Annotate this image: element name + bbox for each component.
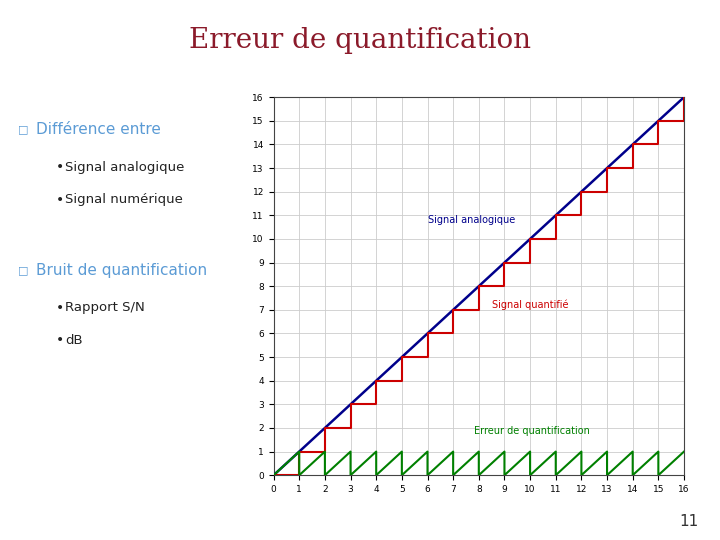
Text: •: •: [56, 301, 64, 315]
Text: Signal analogique: Signal analogique: [428, 215, 515, 225]
Text: dB: dB: [65, 334, 82, 347]
Text: Rapport S/N: Rapport S/N: [65, 301, 145, 314]
Text: Bruit de quantification: Bruit de quantification: [36, 262, 207, 278]
Text: Erreur de quantification: Erreur de quantification: [474, 427, 590, 436]
Text: Différence entre: Différence entre: [36, 122, 161, 137]
Text: Signal numérique: Signal numérique: [65, 193, 183, 206]
Text: 11: 11: [679, 514, 698, 529]
Text: □: □: [18, 265, 29, 275]
Text: •: •: [56, 193, 64, 207]
Text: •: •: [56, 160, 64, 174]
Text: Signal analogique: Signal analogique: [65, 161, 184, 174]
Text: Signal quantifié: Signal quantifié: [492, 300, 568, 310]
Text: □: □: [18, 125, 29, 134]
Text: •: •: [56, 333, 64, 347]
Text: Erreur de quantification: Erreur de quantification: [189, 27, 531, 54]
